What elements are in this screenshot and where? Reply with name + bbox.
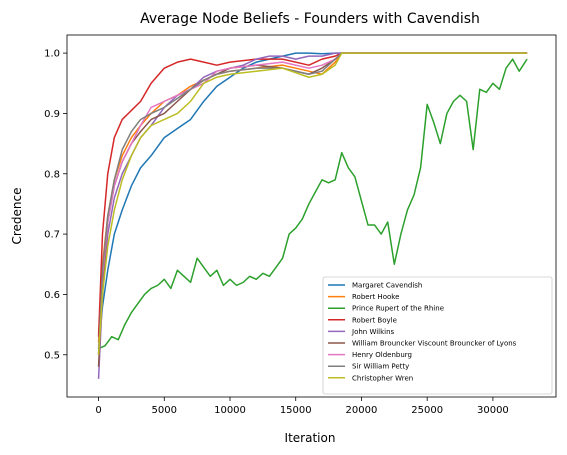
x-tick-label: 0 <box>95 405 101 416</box>
y-tick-label: 0.6 <box>44 290 60 301</box>
series-line-8 <box>97 52 528 355</box>
y-tick-label: 0.9 <box>44 109 60 120</box>
x-tick-label: 15000 <box>280 405 312 416</box>
y-tick-label: 0.5 <box>44 350 60 361</box>
legend: Margaret Cavendish Robert Hooke Prince Rup… <box>322 276 553 395</box>
x-tick-label: 25000 <box>411 405 443 416</box>
x-axis-label: Iteration <box>285 431 336 445</box>
legend-label-0: Margaret Cavendish <box>352 282 422 290</box>
series-line-2 <box>98 58 528 350</box>
legend-label-6: Henry Oldenburg <box>352 351 412 359</box>
x-tick-label: 30000 <box>477 405 509 416</box>
plot-frame <box>66 34 557 398</box>
legend-label-3: Robert Boyle <box>352 316 397 324</box>
x-axis: 0 5000 10000 15000 20000 25000 30000 <box>95 397 509 416</box>
x-tick-label: 20000 <box>346 405 378 416</box>
y-tick-label: 0.7 <box>44 230 60 241</box>
y-tick-label: 1.0 <box>44 49 60 60</box>
legend-label-5: William Brouncker Viscount Brouncker of … <box>352 340 517 348</box>
y-tick-label: 0.8 <box>44 169 60 180</box>
series-layer <box>97 52 528 379</box>
x-tick-label: 5000 <box>152 405 177 416</box>
legend-box <box>322 276 553 395</box>
y-axis: 0.5 0.6 0.7 0.8 0.9 1.0 <box>44 49 67 361</box>
legend-label-2: Prince Rupert of the Rhine <box>352 305 444 313</box>
legend-label-8: Christopher Wren <box>352 374 413 382</box>
legend-label-1: Robert Hooke <box>352 293 399 301</box>
x-tick-label: 10000 <box>214 405 246 416</box>
legend-label-7: Sir William Petty <box>352 363 409 371</box>
chart-title: Average Node Beliefs - Founders with Cav… <box>140 11 480 27</box>
legend-label-4: John Wilkins <box>351 328 395 336</box>
y-axis-label: Credence <box>10 187 24 244</box>
